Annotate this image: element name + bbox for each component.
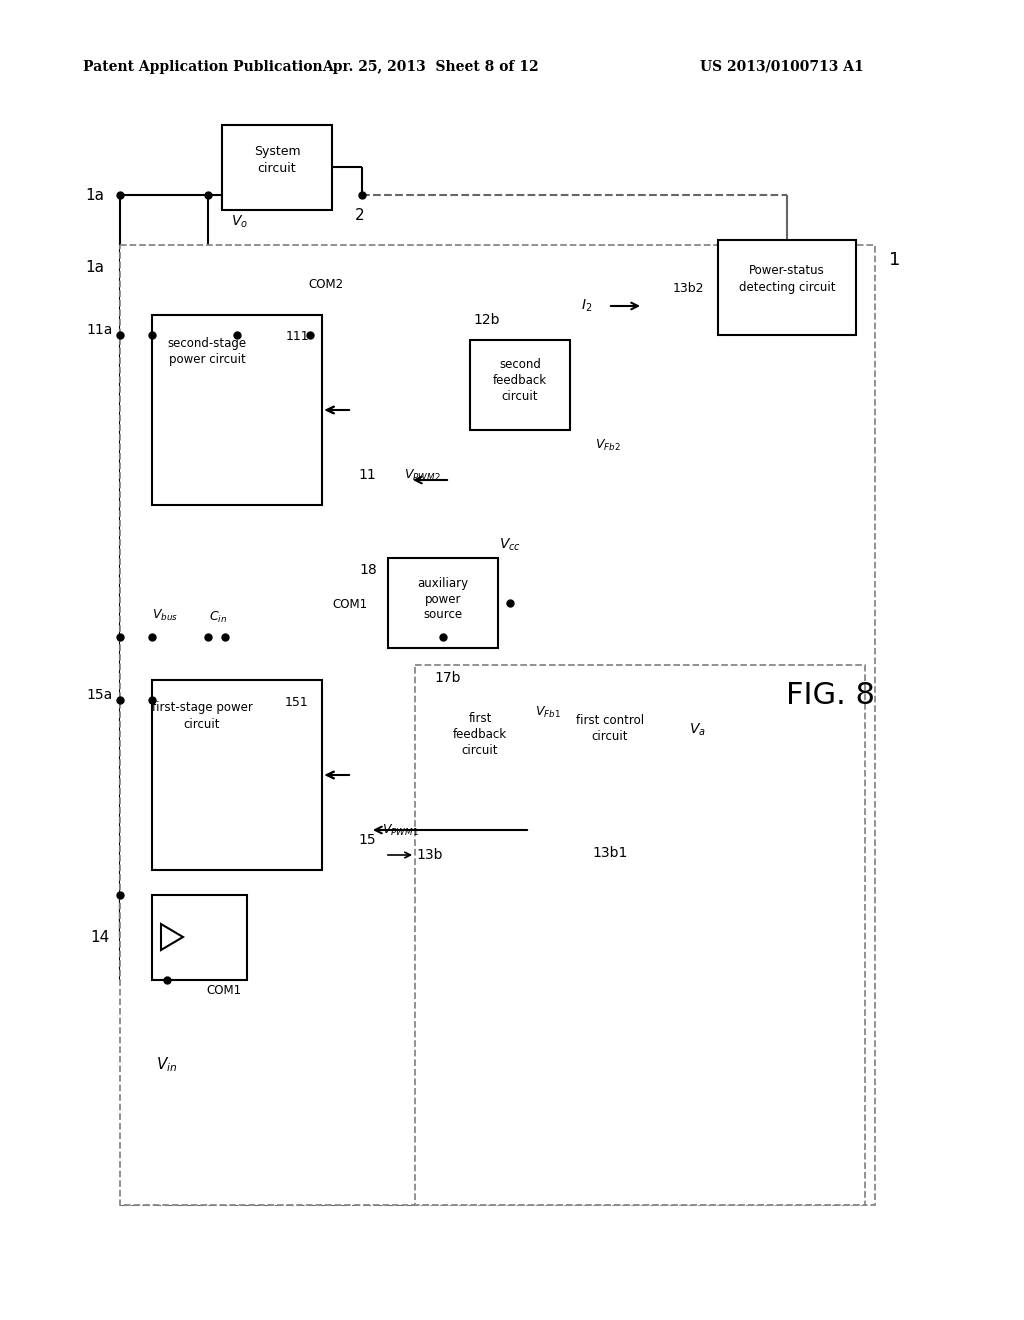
Text: source: source [424,609,463,622]
Bar [120,246,874,1205]
Text: feedback: feedback [453,729,507,742]
Text: 18: 18 [359,564,377,577]
Text: 15: 15 [358,833,376,847]
Text: 1a: 1a [85,187,104,202]
Text: $V_{bus}$: $V_{bus}$ [152,607,178,623]
Text: $V_{PWM1}$: $V_{PWM1}$ [382,822,419,838]
Text: $V_{in}$: $V_{in}$ [157,1056,178,1074]
Bar [430,696,530,785]
Text: power circuit: power circuit [169,352,246,366]
Text: auxiliary: auxiliary [418,577,469,590]
Text: Patent Application Publication: Patent Application Publication [83,59,323,74]
Text: 1: 1 [889,251,901,269]
Text: Power-status: Power-status [750,264,825,276]
Text: detecting circuit: detecting circuit [738,281,836,294]
Text: first control: first control [575,714,644,726]
Text: first: first [468,713,492,726]
Text: circuit: circuit [462,744,499,758]
Text: circuit: circuit [258,162,296,176]
Text: $V_a$: $V_a$ [688,722,706,738]
Bar [152,680,322,870]
Text: 11: 11 [358,469,376,482]
Text: Apr. 25, 2013  Sheet 8 of 12: Apr. 25, 2013 Sheet 8 of 12 [322,59,539,74]
Text: 1a: 1a [85,260,104,276]
Bar [718,240,856,335]
Text: 2: 2 [355,207,365,223]
Text: 11a: 11a [87,323,114,337]
Bar [388,558,498,648]
Text: 17b: 17b [435,671,461,685]
Text: COM1: COM1 [207,983,242,997]
Text: $C_{in}$: $C_{in}$ [209,610,227,624]
Bar [222,125,332,210]
Text: 15a: 15a [87,688,113,702]
Text: first-stage power: first-stage power [152,701,253,714]
Text: circuit: circuit [502,389,539,403]
Bar [470,341,570,430]
Text: FIG. 8: FIG. 8 [785,681,874,710]
Text: $V_{PWM2}$: $V_{PWM2}$ [403,467,440,483]
Text: COM1: COM1 [333,598,368,611]
Text: $V_{Fb1}$: $V_{Fb1}$ [536,705,561,719]
Text: System: System [254,145,300,158]
Text: 13b1: 13b1 [592,846,628,861]
Text: 13b: 13b [417,847,443,862]
Text: power: power [425,593,461,606]
Text: second-stage: second-stage [168,337,247,350]
Text: $V_{cc}$: $V_{cc}$ [499,537,521,553]
Text: feedback: feedback [493,374,547,387]
Text: COM2: COM2 [308,279,344,292]
Text: $I_2$: $I_2$ [582,298,593,314]
Text: $V_o$: $V_o$ [231,214,249,230]
Text: 151: 151 [285,696,309,709]
Bar [545,682,675,833]
Text: 13b2: 13b2 [673,281,705,294]
Text: circuit: circuit [592,730,629,742]
Text: US 2013/0100713 A1: US 2013/0100713 A1 [700,59,864,74]
Text: 111: 111 [286,330,309,343]
Bar [152,895,247,979]
Text: second: second [499,358,541,371]
Text: $V_{Fb2}$: $V_{Fb2}$ [595,437,621,453]
Bar [415,665,865,1205]
Text: circuit: circuit [183,718,220,730]
Bar [152,315,322,506]
Text: 12b: 12b [474,313,501,327]
Text: 14: 14 [90,929,110,945]
